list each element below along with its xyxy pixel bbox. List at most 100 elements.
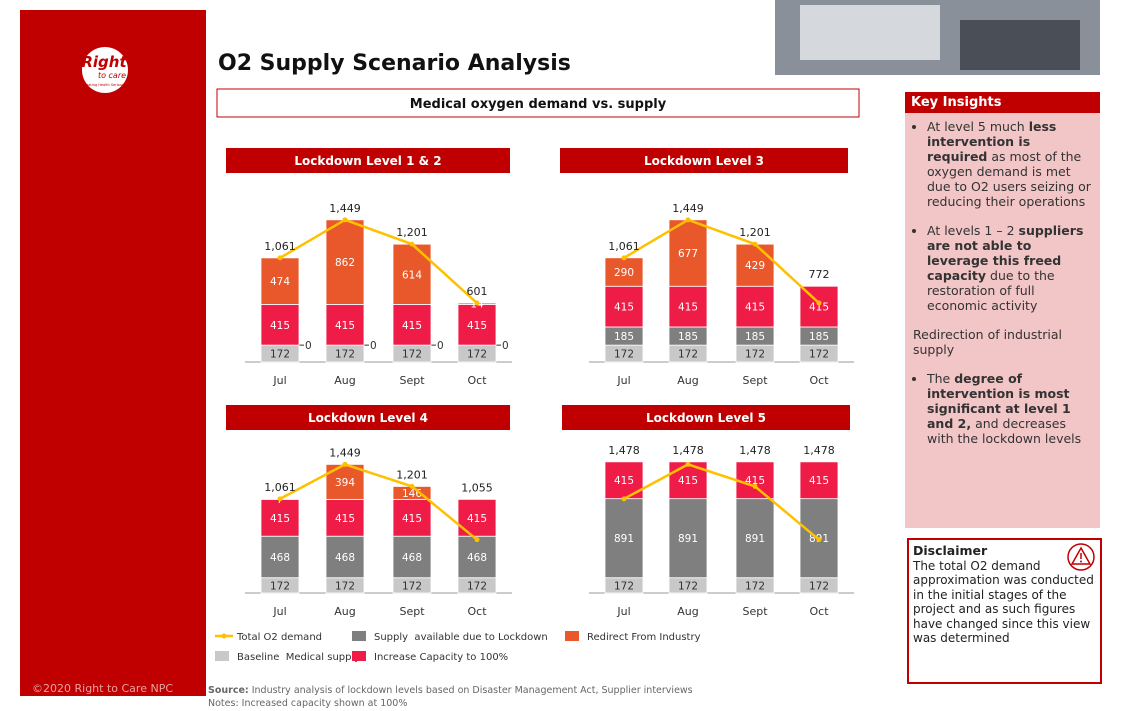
total-label: 1,061 (264, 481, 296, 494)
value-label: 415 (270, 320, 290, 332)
demand-point (622, 496, 627, 501)
insight-text: At levels 1 – 2 (927, 223, 1019, 238)
insight: At level 5 much less intervention is req… (927, 119, 1092, 209)
source: Source: Industry analysis of lockdown le… (208, 685, 693, 696)
demand-point (410, 242, 415, 247)
x-tick-label: Sept (399, 605, 425, 618)
x-tick-label: Aug (677, 605, 698, 618)
value-label: 172 (809, 580, 829, 592)
value-label: 468 (270, 552, 290, 564)
demand-point (278, 255, 283, 260)
x-tick-label: Oct (809, 605, 829, 618)
logo-sub: to care (98, 71, 126, 80)
demand-point (686, 462, 691, 467)
value-label: 172 (467, 349, 487, 361)
logo-name: Right (81, 53, 127, 71)
total-label: 601 (467, 285, 488, 298)
legend-swatch (352, 651, 366, 661)
legend-label: Total O2 demand (236, 632, 322, 643)
warning-icon (1066, 542, 1096, 572)
x-tick-label: Oct (467, 605, 487, 618)
insight: At levels 1 – 2 suppliers are not able t… (927, 223, 1092, 313)
legend-swatch (565, 631, 579, 641)
value-label: 415 (678, 302, 698, 314)
value-label: 172 (335, 349, 355, 361)
value-label: 415 (402, 320, 422, 332)
legend-label: Redirect From Industry (587, 632, 701, 643)
demand-point (622, 255, 627, 260)
total-label: 1,061 (264, 240, 296, 253)
total-label: 1,201 (396, 468, 428, 481)
value-label: 415 (335, 320, 355, 332)
chart-title: Lockdown Level 1 & 2 (294, 154, 441, 168)
demand-point (753, 242, 758, 247)
insight: The degree of intervention is most signi… (927, 371, 1092, 446)
value-label: 468 (467, 552, 487, 564)
insight-text: At level 5 much (927, 119, 1029, 134)
value-label: 891 (678, 533, 698, 545)
x-tick-label: Aug (334, 605, 355, 618)
value-label: 677 (678, 248, 698, 260)
total-label: 1,478 (739, 444, 771, 457)
x-tick-label: Sept (742, 605, 768, 618)
demand-point (753, 484, 758, 489)
x-tick-label: Jul (616, 374, 630, 387)
value-label: 290 (614, 267, 634, 279)
value-label: 474 (270, 276, 290, 288)
value-label: 172 (745, 580, 765, 592)
legend-swatch (215, 651, 229, 661)
legend-label: Increase Capacity to 100% (374, 652, 508, 663)
slide: Right to care Treating Health Seriously … (0, 0, 1130, 711)
legend-label: Supply available due to Lockdown (374, 632, 548, 643)
value-label: 415 (467, 513, 487, 525)
value-label: 468 (335, 552, 355, 564)
x-tick-label: Sept (399, 374, 425, 387)
demand-point (686, 217, 691, 222)
demand-point (343, 462, 348, 467)
value-label: 172 (467, 580, 487, 592)
value-label: 185 (745, 331, 765, 343)
demand-point (410, 484, 415, 489)
x-tick-label: Oct (467, 374, 487, 387)
photo-detail (960, 20, 1080, 70)
value-label: 0 (305, 340, 312, 352)
value-label: 172 (335, 580, 355, 592)
chart-title: Lockdown Level 3 (644, 154, 764, 168)
value-label: 415 (402, 513, 422, 525)
total-label: 1,478 (803, 444, 835, 457)
sidebar (20, 10, 206, 696)
value-label: 415 (614, 302, 634, 314)
value-label: 891 (745, 533, 765, 545)
demand-line (624, 220, 819, 303)
value-label: 415 (335, 513, 355, 525)
copyright: ©2020 Right to Care NPC (32, 682, 173, 695)
total-label: 1,478 (672, 444, 704, 457)
demand-point (817, 537, 822, 542)
chart-title: Lockdown Level 5 (646, 411, 766, 425)
x-tick-label: Jul (272, 605, 286, 618)
legend-swatch (222, 634, 227, 639)
value-label: 172 (402, 580, 422, 592)
x-tick-label: Aug (677, 374, 698, 387)
value-label: 172 (678, 349, 698, 361)
value-label: 172 (745, 349, 765, 361)
value-label: 468 (402, 552, 422, 564)
subtitle: Medical oxygen demand vs. supply (410, 97, 667, 112)
legend-label: Baseline Medical supply (237, 652, 360, 663)
value-label: 394 (335, 477, 355, 489)
total-label: 1,449 (329, 202, 361, 215)
value-label: 185 (614, 331, 634, 343)
total-label: 1,478 (608, 444, 640, 457)
value-label: 891 (614, 533, 634, 545)
value-label: 0 (437, 340, 444, 352)
value-label: 415 (467, 320, 487, 332)
insights-title: Key Insights (905, 92, 1100, 113)
insight-text: The (927, 371, 954, 386)
value-label: 862 (335, 257, 355, 269)
total-label: 1,449 (329, 446, 361, 459)
demand-point (278, 496, 283, 501)
value-label: 172 (678, 580, 698, 592)
disclaimer: Disclaimer The total O2 demand approxima… (907, 538, 1102, 684)
x-tick-label: Sept (742, 374, 768, 387)
notes: Notes: Increased capacity shown at 100% (208, 698, 407, 709)
